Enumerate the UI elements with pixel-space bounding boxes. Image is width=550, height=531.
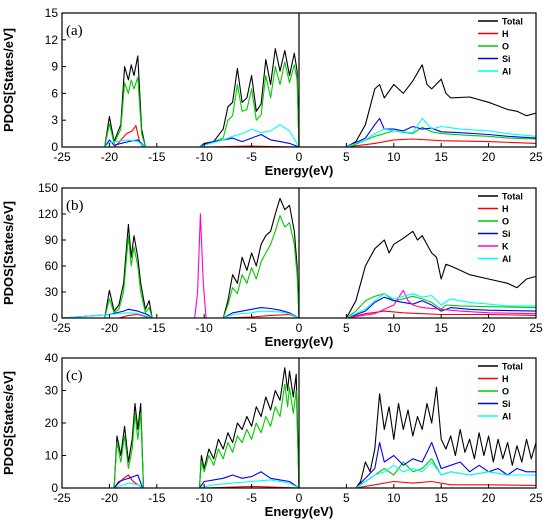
y-tick-label: 40 [45, 351, 59, 365]
x-tick-label: 20 [482, 321, 496, 335]
x-tick-label: -10 [196, 150, 214, 164]
x-axis-title: Energy(eV) [265, 504, 334, 519]
x-tick-label: -20 [101, 150, 119, 164]
x-tick-label: -25 [53, 491, 71, 505]
legend-label-si: Si [502, 229, 511, 239]
x-tick-label: -5 [246, 150, 257, 164]
x-tick-label: -25 [53, 150, 71, 164]
x-tick-label: -10 [196, 321, 214, 335]
legend-label-al: Al [502, 67, 511, 77]
x-tick-label: 15 [435, 321, 449, 335]
y-tick-label: 120 [38, 207, 58, 221]
y-tick-label: 90 [45, 233, 59, 247]
x-tick-label: 25 [529, 491, 543, 505]
x-tick-label: 5 [343, 150, 350, 164]
x-tick-label: -5 [246, 321, 257, 335]
x-tick-label: -20 [101, 491, 119, 505]
x-tick-label: 15 [435, 150, 449, 164]
series-line-k [62, 213, 537, 319]
x-axis-title: Energy(eV) [265, 334, 334, 349]
series-line-total [62, 367, 537, 489]
chart-panel-0: -25 -20 -15 -10 -5 0 5 10 15 20 25 0 3 6 9 12 15 Energy(e… [1, 6, 543, 178]
panel-label: (b) [66, 198, 84, 214]
x-tick-label: 15 [435, 491, 449, 505]
legend-label-al: Al [502, 254, 511, 264]
x-tick-label: 10 [387, 491, 401, 505]
x-tick-label: -15 [148, 321, 166, 335]
y-tick-label: 15 [45, 6, 59, 20]
x-tick-label: 20 [482, 150, 496, 164]
y-tick-label: 3 [51, 113, 58, 127]
y-tick-label: 30 [45, 285, 59, 299]
y-tick-label: 0 [51, 311, 58, 325]
legend-label-o: O [502, 42, 509, 52]
panel-label: (a) [66, 23, 83, 39]
x-tick-label: 20 [482, 491, 496, 505]
legend-label-total: Total [502, 17, 523, 27]
y-tick-label: 60 [45, 259, 59, 273]
y-tick-label: 0 [51, 481, 58, 495]
x-tick-label: 25 [529, 321, 543, 335]
legend-label-o: O [502, 217, 509, 227]
series-line-o [62, 61, 537, 148]
x-tick-label: 25 [529, 150, 543, 164]
legend-label-al: Al [502, 412, 511, 422]
y-tick-label: 0 [51, 140, 58, 154]
x-tick-label: 10 [387, 150, 401, 164]
x-tick-label: 5 [343, 321, 350, 335]
legend-label-h: H [502, 204, 509, 214]
x-tick-label: -15 [148, 491, 166, 505]
x-tick-label: -15 [148, 150, 166, 164]
x-tick-label: 0 [296, 150, 303, 164]
y-tick-label: 20 [45, 416, 59, 430]
series-line-total [62, 48, 537, 148]
legend-label-h: H [502, 29, 509, 39]
y-tick-label: 9 [51, 60, 58, 74]
series-line-si [62, 441, 536, 489]
x-tick-label: 0 [296, 321, 303, 335]
series-line-o [62, 383, 536, 489]
series-line-h [62, 310, 537, 319]
x-tick-label: -20 [101, 321, 119, 335]
legend-label-total: Total [502, 192, 523, 202]
panel-label: (c) [66, 368, 83, 384]
y-axis-title: PDOS[States/eV] [1, 371, 16, 475]
x-tick-label: -25 [53, 321, 71, 335]
x-tick-label: 0 [296, 491, 303, 505]
legend-label-si: Si [502, 54, 511, 64]
legend-label-o: O [502, 387, 509, 397]
y-axis-title: PDOS[States/eV] [1, 28, 16, 132]
x-tick-label: -5 [246, 491, 257, 505]
series-line-si [62, 117, 537, 148]
y-tick-label: 150 [38, 181, 58, 195]
series-line-al [61, 293, 536, 319]
series-line-total [62, 197, 537, 319]
legend-label-si: Si [502, 399, 511, 409]
x-tick-label: -10 [196, 491, 214, 505]
y-tick-label: 30 [45, 384, 59, 398]
legend-label-total: Total [502, 362, 523, 372]
legend-label-k: K [502, 242, 509, 252]
x-tick-label: 5 [343, 491, 350, 505]
x-axis-title: Energy(eV) [265, 163, 334, 178]
y-axis-title: PDOS[States/eV] [1, 201, 16, 305]
x-tick-label: 10 [387, 321, 401, 335]
legend-label-h: H [502, 374, 509, 384]
y-tick-label: 10 [45, 449, 59, 463]
chart-panel-2: -25 -20 -15 -10 -5 0 5 10 15 20 25 0 10 20 30 40 Energy(… [1, 351, 543, 519]
y-tick-label: 12 [45, 33, 59, 47]
y-tick-label: 6 [51, 86, 58, 100]
chart-panel-1: -25 -20 -15 -10 -5 0 5 10 15 20 25 0 30 60 90 120 150 Ene… [1, 181, 543, 349]
